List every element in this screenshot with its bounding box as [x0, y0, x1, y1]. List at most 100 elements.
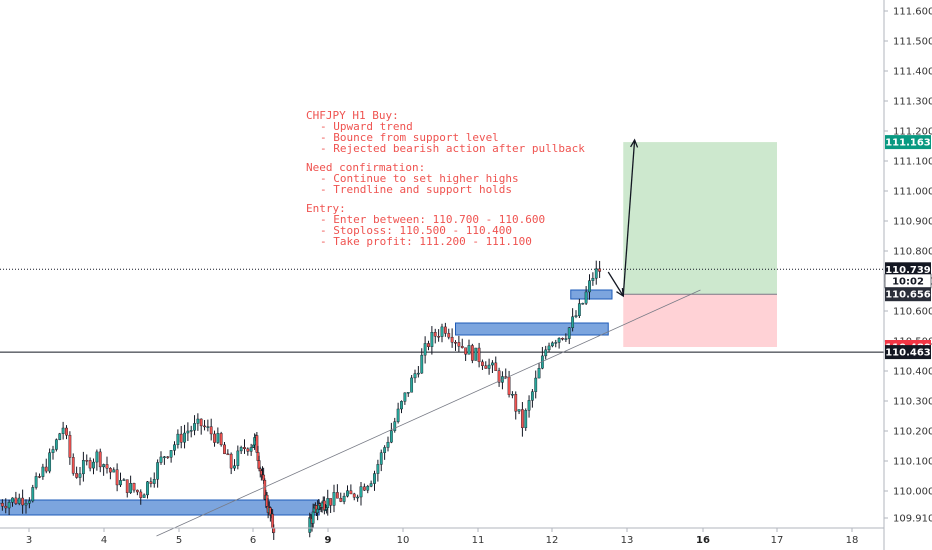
y-tick-label: 110.800	[893, 247, 932, 258]
candle-body	[17, 497, 21, 504]
candle-body	[142, 494, 146, 498]
y-tick-label: 110.900	[893, 217, 932, 228]
candle-body	[464, 347, 468, 355]
arrow-2-shaft	[622, 139, 636, 297]
price-tag	[885, 345, 931, 360]
trendline-segment	[156, 289, 701, 537]
candle-body	[203, 425, 206, 428]
note-reason-3: - Rejected bearish action after pullback	[320, 142, 585, 155]
candle-body	[92, 461, 95, 469]
x-tick-label: 17	[771, 535, 784, 546]
candle-body	[527, 400, 531, 411]
candle-body	[11, 497, 14, 503]
arrows[interactable]	[607, 138, 639, 298]
candle-body	[81, 460, 85, 475]
note-confirmation-title: Need confirmation:	[306, 161, 425, 174]
position-tool[interactable]	[623, 142, 777, 347]
candle-body	[550, 342, 554, 347]
candle-body	[517, 409, 521, 412]
candle-body	[521, 409, 524, 428]
x-tick-label: 18	[846, 535, 859, 546]
y-tick-label: 111.400	[893, 67, 932, 78]
y-tick-label: 110.100	[893, 457, 932, 468]
candle-body	[420, 354, 424, 374]
candle-body	[571, 316, 575, 328]
candle-body	[48, 452, 52, 472]
candle-body	[159, 456, 163, 463]
candle-body	[484, 365, 488, 369]
candle-body	[4, 505, 8, 509]
candle-body	[24, 503, 28, 506]
candle-body	[246, 448, 250, 452]
candle-body	[379, 452, 383, 465]
candle-body	[249, 447, 253, 452]
candle-body	[497, 370, 501, 383]
candle-body	[233, 465, 236, 469]
price-tag	[885, 287, 931, 302]
candle-body	[554, 342, 558, 344]
candle-body	[156, 462, 160, 480]
candle-body	[44, 466, 48, 472]
candle-body	[162, 456, 166, 458]
candle-body	[443, 326, 447, 334]
y-tick-label: 111.000	[893, 187, 932, 198]
candle-body	[272, 527, 276, 533]
candle-body	[85, 460, 89, 462]
candle-body	[598, 268, 602, 272]
support-zones[interactable]	[0, 289, 613, 516]
y-tick-label: 111.500	[893, 37, 932, 48]
note-reason-1: - Upward trend	[320, 120, 413, 133]
candle-body	[135, 489, 139, 493]
price-tag	[885, 135, 931, 150]
candle-body	[173, 444, 176, 451]
candle-body	[504, 376, 508, 378]
price-tag-label: 10:02	[892, 277, 924, 288]
candle-body	[376, 464, 380, 474]
candle-body	[413, 373, 417, 379]
y-tick-label: 111.600	[893, 7, 932, 18]
candle-body	[105, 464, 109, 469]
y-tick-label: 109.910	[893, 514, 932, 525]
time-axis[interactable]: 3 4 5 6 9 10 11 12 13 16 17 18	[0, 527, 884, 546]
x-tick-label: 12	[546, 535, 559, 546]
candle-body	[41, 466, 45, 477]
candle-body	[567, 327, 571, 339]
candle-body	[122, 479, 126, 481]
candle-body	[206, 426, 210, 428]
candle-body	[58, 433, 62, 440]
candle-body	[183, 432, 186, 443]
trendline[interactable]	[156, 289, 701, 537]
note-title: CHFJPY H1 Buy:	[306, 109, 399, 122]
x-tick-label: 16	[696, 535, 710, 546]
candle-body	[511, 394, 514, 396]
arrow-1-head	[616, 287, 625, 298]
candle-body	[474, 347, 478, 361]
candle-body	[430, 332, 434, 347]
note-reason-2: - Bounce from support level	[320, 131, 499, 144]
candle-body	[467, 345, 471, 355]
y-tick-label: 111.200	[893, 127, 932, 138]
x-tick-label: 10	[397, 535, 410, 546]
y-tick-label: 111.100	[893, 157, 932, 168]
x-tick-label: 11	[472, 535, 485, 546]
candle-body	[557, 337, 561, 343]
candle-body	[38, 476, 41, 478]
candle-body	[209, 426, 213, 435]
candle-body	[349, 490, 353, 495]
candle-body	[396, 408, 400, 422]
candle-body	[410, 377, 414, 393]
trade-note[interactable]: CHFJPY H1 Buy: - Upward trend - Bounce f…	[306, 109, 585, 248]
note-entry-2: - Stoploss: 110.500 - 110.400	[320, 224, 512, 237]
candle-body	[416, 372, 420, 375]
candle-body	[594, 268, 598, 279]
candle-body	[581, 303, 585, 305]
candle-body	[524, 410, 528, 428]
candle-body	[491, 362, 494, 366]
price-axis[interactable]: 111.600111.500111.400111.300111.200111.1…	[883, 0, 932, 550]
y-tick-label: 110.300	[893, 397, 932, 408]
y-tick-label: 111.300	[893, 97, 932, 108]
candle-body	[108, 468, 112, 473]
y-tick-label: 110.200	[893, 427, 932, 438]
candle-body	[450, 336, 454, 343]
